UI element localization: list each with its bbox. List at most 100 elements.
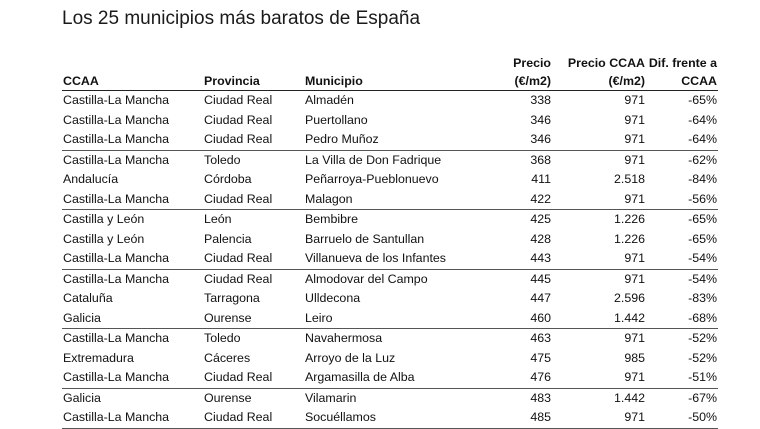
- cell-precio-ccaa: 2.596: [552, 289, 646, 309]
- header-dif-line1: Dif. frente a: [646, 54, 718, 72]
- cell-dif: -52%: [646, 349, 718, 369]
- cell-ccaa: Castilla y León: [62, 210, 203, 230]
- table-row: Castilla-La Mancha Ciudad Real Villanueva …: [62, 249, 718, 269]
- header-row-2: CCAA Provincia Municipio (€/m2) (€/m2) C…: [62, 72, 718, 91]
- cell-ccaa: Castilla-La Mancha: [62, 329, 203, 349]
- cell-ccaa: Castilla-La Mancha: [62, 91, 203, 111]
- cell-precio: 476: [494, 368, 552, 388]
- table-row: Castilla-La Mancha Ciudad Real Pedro Muñoz…: [62, 130, 718, 150]
- cell-municipio: Ulldecona: [304, 289, 494, 309]
- table-row: Castilla-La Mancha Toledo Navahermosa 463 97…: [62, 329, 718, 349]
- cell-municipio: Villanueva de los Infantes: [304, 249, 494, 269]
- cell-ccaa: Castilla-La Mancha: [62, 130, 203, 150]
- cell-municipio: Argamasilla de Alba: [304, 368, 494, 388]
- cell-ccaa: Castilla-La Mancha: [62, 249, 203, 269]
- cell-municipio: Socuéllamos: [304, 408, 494, 428]
- cell-provincia: Ciudad Real: [203, 130, 304, 150]
- cell-provincia: Ciudad Real: [203, 408, 304, 428]
- cell-municipio: Almodovar del Campo: [304, 269, 494, 289]
- municipios-table: Precio Precio CCAA Dif. frente a CCAA Pr…: [62, 54, 718, 429]
- cell-precio: 460: [494, 309, 552, 329]
- cell-precio: 346: [494, 111, 552, 131]
- header-spacer: [304, 54, 494, 72]
- table-row: Castilla y León Palencia Barruelo de Santu…: [62, 230, 718, 250]
- cell-precio: 445: [494, 269, 552, 289]
- cell-provincia: Toledo: [203, 150, 304, 170]
- cell-precio-ccaa: 971: [552, 408, 646, 428]
- cell-municipio: Bembibre: [304, 210, 494, 230]
- cell-dif: -64%: [646, 111, 718, 131]
- cell-precio-ccaa: 971: [552, 111, 646, 131]
- cell-precio-ccaa: 985: [552, 349, 646, 369]
- table-row: Andalucía Córdoba Peñarroya-Pueblonuevo 411…: [62, 170, 718, 190]
- cell-precio-ccaa: 971: [552, 329, 646, 349]
- table-body: Castilla-La Mancha Ciudad Real Almadén 338 9…: [62, 91, 718, 429]
- cell-precio-ccaa: 1.226: [552, 230, 646, 250]
- cell-ccaa: Castilla-La Mancha: [62, 269, 203, 289]
- cell-municipio: Leiro: [304, 309, 494, 329]
- header-precio-line2: (€/m2): [494, 72, 552, 91]
- cell-provincia: Ciudad Real: [203, 111, 304, 131]
- cell-precio-ccaa: 971: [552, 130, 646, 150]
- cell-ccaa: Galicia: [62, 309, 203, 329]
- table-header: Precio Precio CCAA Dif. frente a CCAA Pr…: [62, 54, 718, 91]
- cell-ccaa: Andalucía: [62, 170, 203, 190]
- header-spacer: [203, 54, 304, 72]
- cell-municipio: Malagon: [304, 190, 494, 210]
- cell-provincia: Ciudad Real: [203, 190, 304, 210]
- table-row: Galicia Ourense Vilamarin 483 1.442 -67%: [62, 388, 718, 408]
- cell-precio: 483: [494, 388, 552, 408]
- cell-precio: 463: [494, 329, 552, 349]
- cell-precio: 443: [494, 249, 552, 269]
- cell-dif: -51%: [646, 368, 718, 388]
- table-row: Castilla-La Mancha Ciudad Real Socuéllamos…: [62, 408, 718, 428]
- cell-dif: -64%: [646, 130, 718, 150]
- cell-dif: -84%: [646, 170, 718, 190]
- cell-precio: 447: [494, 289, 552, 309]
- cell-ccaa: Castilla-La Mancha: [62, 190, 203, 210]
- header-provincia: Provincia: [203, 72, 304, 91]
- cell-dif: -65%: [646, 91, 718, 111]
- cell-provincia: Ciudad Real: [203, 249, 304, 269]
- table-row: Castilla-La Mancha Toledo La Villa de Don …: [62, 150, 718, 170]
- cell-precio: 346: [494, 130, 552, 150]
- cell-ccaa: Castilla-La Mancha: [62, 368, 203, 388]
- cell-municipio: Barruelo de Santullan: [304, 230, 494, 250]
- header-row-1: Precio Precio CCAA Dif. frente a: [62, 54, 718, 72]
- cell-provincia: Toledo: [203, 329, 304, 349]
- table-row: Extremadura Cáceres Arroyo de la Luz 475 985…: [62, 349, 718, 369]
- cell-ccaa: Castilla-La Mancha: [62, 408, 203, 428]
- cell-ccaa: Castilla y León: [62, 230, 203, 250]
- cell-municipio: Pedro Muñoz: [304, 130, 494, 150]
- cell-municipio: Almadén: [304, 91, 494, 111]
- cell-provincia: Cáceres: [203, 349, 304, 369]
- cell-dif: -52%: [646, 329, 718, 349]
- header-spacer: [62, 54, 203, 72]
- cell-ccaa: Cataluña: [62, 289, 203, 309]
- cell-municipio: La Villa de Don Fadrique: [304, 150, 494, 170]
- cell-precio-ccaa: 1.442: [552, 309, 646, 329]
- cell-dif: -65%: [646, 230, 718, 250]
- cell-precio-ccaa: 1.442: [552, 388, 646, 408]
- cell-precio: 338: [494, 91, 552, 111]
- cell-precio: 475: [494, 349, 552, 369]
- table-row: Castilla-La Mancha Ciudad Real Almadén 338 9…: [62, 91, 718, 111]
- cell-dif: -65%: [646, 210, 718, 230]
- header-precio-ccaa-line2: (€/m2): [552, 72, 646, 91]
- cell-precio: 425: [494, 210, 552, 230]
- cell-provincia: Ourense: [203, 388, 304, 408]
- cell-precio-ccaa: 971: [552, 269, 646, 289]
- page-title: Los 25 municipios más baratos de España: [62, 8, 420, 30]
- cell-municipio: Navahermosa: [304, 329, 494, 349]
- header-precio-ccaa-line1: Precio CCAA: [552, 54, 646, 72]
- cell-dif: -56%: [646, 190, 718, 210]
- cell-precio: 485: [494, 408, 552, 428]
- cell-municipio: Arroyo de la Luz: [304, 349, 494, 369]
- cell-precio-ccaa: 971: [552, 150, 646, 170]
- cell-precio: 422: [494, 190, 552, 210]
- cell-precio: 411: [494, 170, 552, 190]
- table-row: Castilla-La Mancha Ciudad Real Almodovar d…: [62, 269, 718, 289]
- header-dif-line2: CCAA: [646, 72, 718, 91]
- cell-dif: -83%: [646, 289, 718, 309]
- cell-dif: -54%: [646, 249, 718, 269]
